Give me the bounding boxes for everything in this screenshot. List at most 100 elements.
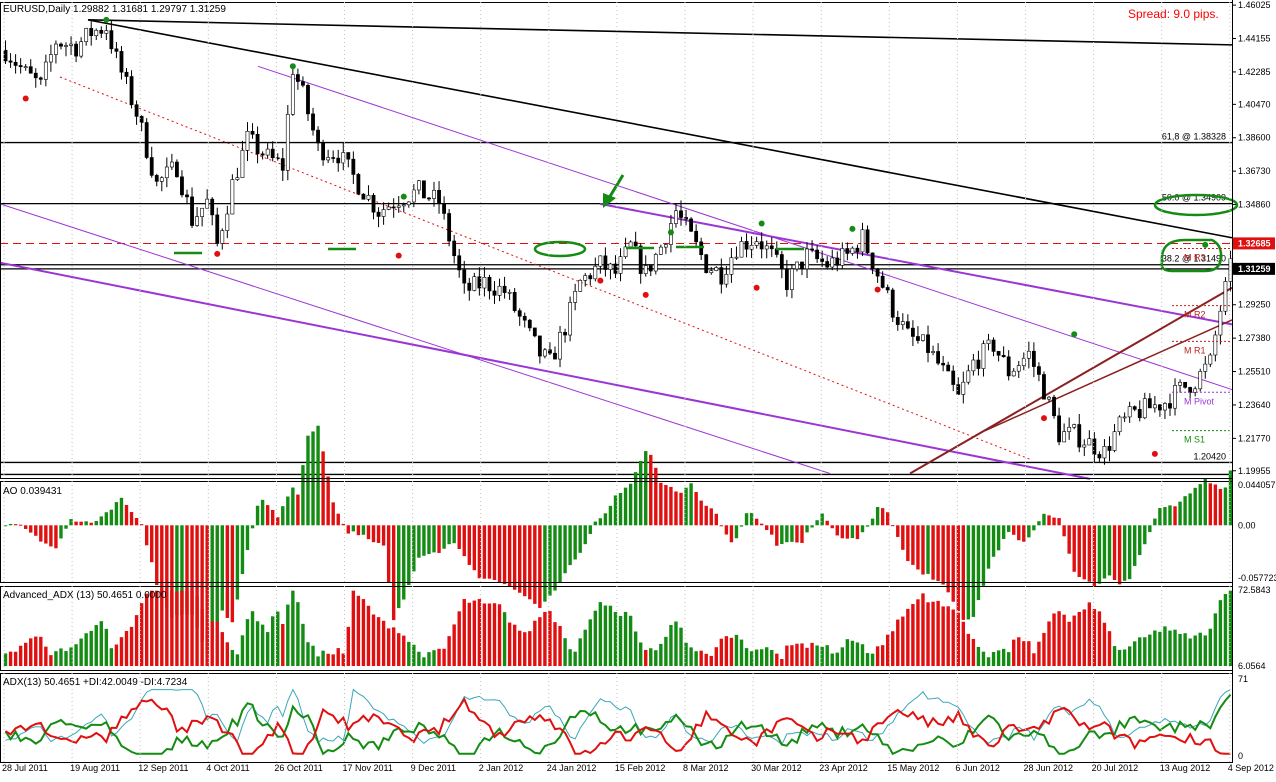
candle-body <box>937 351 940 363</box>
adv-adx-bar <box>1173 630 1176 666</box>
adv-adx-bar <box>291 591 294 666</box>
adv-adx-bar <box>871 654 874 666</box>
candle-body <box>634 242 637 246</box>
ao-bar <box>125 505 128 525</box>
adv-adx-bar <box>337 648 340 666</box>
candle-body <box>649 266 652 271</box>
ao-bar <box>266 505 269 525</box>
ao-bar <box>972 525 975 617</box>
date-tick-label: 4 Sep 2012 <box>1228 763 1274 773</box>
ao-bar <box>1037 521 1040 525</box>
candle-body <box>881 276 884 287</box>
candle-body <box>85 28 88 41</box>
candle-body <box>841 248 844 265</box>
adv-adx-bar <box>745 648 748 666</box>
candle-body <box>221 231 224 244</box>
ao-bar <box>34 525 37 535</box>
candle-body <box>579 280 582 291</box>
candle-body <box>528 320 531 328</box>
ao-bar <box>316 426 319 526</box>
ao-bar <box>1047 515 1050 525</box>
ao-bar <box>100 516 103 525</box>
adv-adx-bar <box>1052 613 1055 666</box>
candle-body <box>831 258 834 267</box>
candle-body <box>846 248 849 253</box>
candle-body <box>1214 335 1217 355</box>
adv-adx-bar <box>301 624 304 666</box>
adv-adx-bar <box>34 637 37 666</box>
candle-body <box>1168 403 1171 408</box>
adv-adx-bar <box>362 599 365 666</box>
candle-body <box>896 317 899 324</box>
adv-adx-bar <box>1128 646 1131 666</box>
ao-bar <box>1118 525 1121 584</box>
candle-body <box>211 199 214 215</box>
candle-body <box>1209 355 1212 364</box>
candle-body <box>372 195 375 212</box>
adv-adx-bar <box>488 603 491 666</box>
ao-bar <box>54 525 57 548</box>
date-tick-label: 19 Aug 2011 <box>70 763 120 773</box>
adv-adx-bar <box>568 649 571 666</box>
adv-adx-bar <box>29 638 32 666</box>
adv-adx-bar <box>1204 635 1207 666</box>
adv-adx-bar <box>594 611 597 666</box>
adv-adx-bar <box>352 591 355 666</box>
adv-adx-bar <box>805 648 808 666</box>
candle-body <box>503 286 506 292</box>
candle-body <box>367 195 370 199</box>
adv-adx-bar <box>720 639 723 666</box>
adv-adx-bar <box>624 612 627 666</box>
candle-body <box>755 242 758 246</box>
candle-body <box>453 241 456 256</box>
adv-adx-bar <box>518 631 521 666</box>
adv-adx-bar <box>1042 633 1045 666</box>
ao-bar <box>301 465 304 525</box>
ao-bar <box>720 525 723 526</box>
candle-body <box>437 190 440 203</box>
candle-body <box>1158 405 1161 410</box>
date-tick-label: 23 Apr 2012 <box>819 763 868 773</box>
ao-bar <box>1052 518 1055 526</box>
ao-bar <box>619 493 622 525</box>
ao-bar <box>422 525 425 555</box>
candle-body <box>1178 382 1181 385</box>
adv-adx-bar <box>710 656 713 666</box>
adv-adx-bar <box>876 646 879 666</box>
fractal-up-dot <box>103 17 109 23</box>
candle-body <box>1022 358 1025 365</box>
price-tick-label: 1.46025 <box>1238 0 1271 10</box>
adv-adx-bar <box>24 643 27 666</box>
candle-body <box>95 30 98 35</box>
adv-adx-bar <box>760 649 763 666</box>
candle-body <box>952 371 955 385</box>
ao-bar <box>150 525 153 562</box>
ao-bar <box>1007 525 1010 532</box>
fib-level-label: 1.20420 <box>1193 451 1226 461</box>
candle-body <box>296 75 299 82</box>
adv-adx-bar <box>120 637 123 666</box>
ao-bar <box>805 525 808 532</box>
candle-body <box>911 328 914 336</box>
ao-bar <box>1128 525 1131 579</box>
ao-bar <box>337 514 340 526</box>
candle-body <box>160 178 163 182</box>
ao-bar <box>921 525 924 574</box>
adv-adx-bar <box>604 606 607 666</box>
adv-adx-bar <box>563 638 566 666</box>
candle-body <box>49 55 52 62</box>
ao-bar <box>775 525 778 545</box>
date-tick-label: 9 Dec 2011 <box>411 763 456 773</box>
candle-body <box>120 51 123 72</box>
ao-bar <box>785 525 788 542</box>
fractal-up-dot <box>759 220 765 226</box>
adv-adx-bar <box>699 651 702 666</box>
ao-bar <box>1103 525 1106 578</box>
candle-body <box>689 219 692 231</box>
ao-bar <box>563 525 566 573</box>
candle-body <box>24 67 27 68</box>
adv-adx-bar <box>659 644 662 666</box>
candle-body <box>543 350 546 356</box>
candle-body <box>1037 367 1040 375</box>
